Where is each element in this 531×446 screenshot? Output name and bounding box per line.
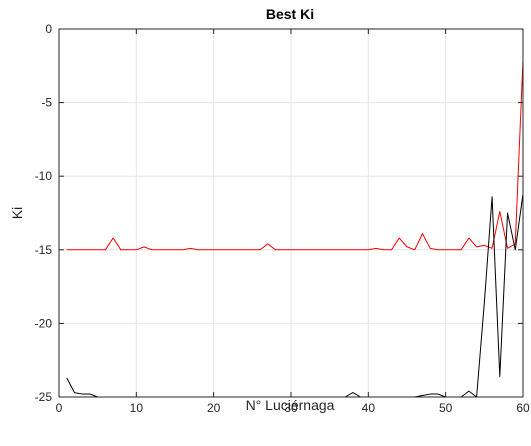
y-tick-label: 0 — [45, 22, 52, 36]
y-tick-label: -20 — [35, 316, 53, 330]
x-tick-label: 60 — [516, 401, 530, 415]
series-line-1 — [66, 59, 524, 251]
x-tick-label: 30 — [284, 401, 298, 415]
x-tick-label: 10 — [130, 401, 144, 415]
y-tick-label: -15 — [35, 243, 53, 257]
y-tick-label: -5 — [41, 96, 52, 110]
y-axis-ticks: 0 -5 -10 -15 -20 -25 — [35, 22, 523, 404]
x-tick-label: 20 — [207, 401, 221, 415]
x-tick-label: 0 — [56, 401, 63, 415]
x-tick-label: 50 — [439, 401, 453, 415]
y-tick-label: -25 — [35, 390, 53, 404]
chart-title: Best Ki — [266, 6, 314, 22]
x-tick-label: 40 — [362, 401, 376, 415]
series-group — [66, 59, 524, 398]
series-line-2 — [66, 193, 524, 398]
x-axis-label: N° Luciérnaga — [246, 397, 335, 413]
x-axis-ticks: 0 10 20 30 40 50 60 — [56, 29, 530, 415]
y-tick-label: -10 — [35, 169, 53, 183]
y-axis-label: Ki — [9, 207, 25, 219]
grid — [58, 28, 524, 398]
